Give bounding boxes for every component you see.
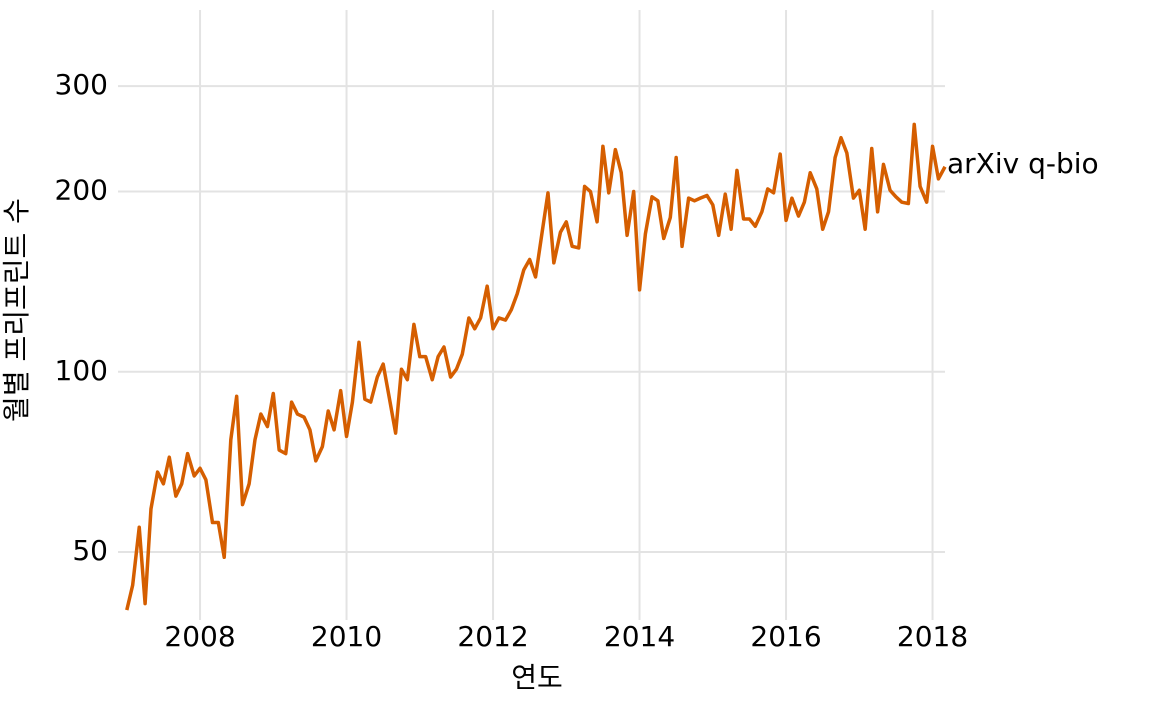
x-tick-label: 2016 (750, 620, 821, 653)
y-tick-label: 50 (72, 534, 108, 567)
series-label: arXiv q-bio (947, 147, 1099, 180)
x-tick-label: 2012 (457, 620, 528, 653)
y-tick-label: 300 (55, 68, 108, 101)
y-tick-label: 100 (55, 354, 108, 387)
x-tick-label: 2010 (311, 620, 382, 653)
x-tick-label: 2014 (604, 620, 675, 653)
y-tick-label: 200 (55, 174, 108, 207)
x-tick-label: 2008 (164, 620, 235, 653)
y-axis-title: 월별 프리프린트 수 (0, 198, 33, 422)
series-line (125, 122, 947, 611)
x-axis-title: 연도 (511, 661, 563, 694)
x-tick-label: 2018 (897, 620, 968, 653)
